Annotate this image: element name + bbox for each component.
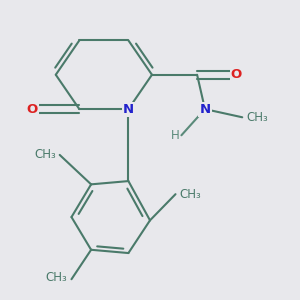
Text: CH₃: CH₃ [46,271,68,284]
Text: CH₃: CH₃ [34,148,56,161]
Text: O: O [27,103,38,116]
Text: CH₃: CH₃ [246,111,268,124]
Text: H: H [171,129,179,142]
Text: N: N [123,103,134,116]
Text: CH₃: CH₃ [179,188,201,201]
Text: N: N [200,103,211,116]
Text: O: O [231,68,242,81]
